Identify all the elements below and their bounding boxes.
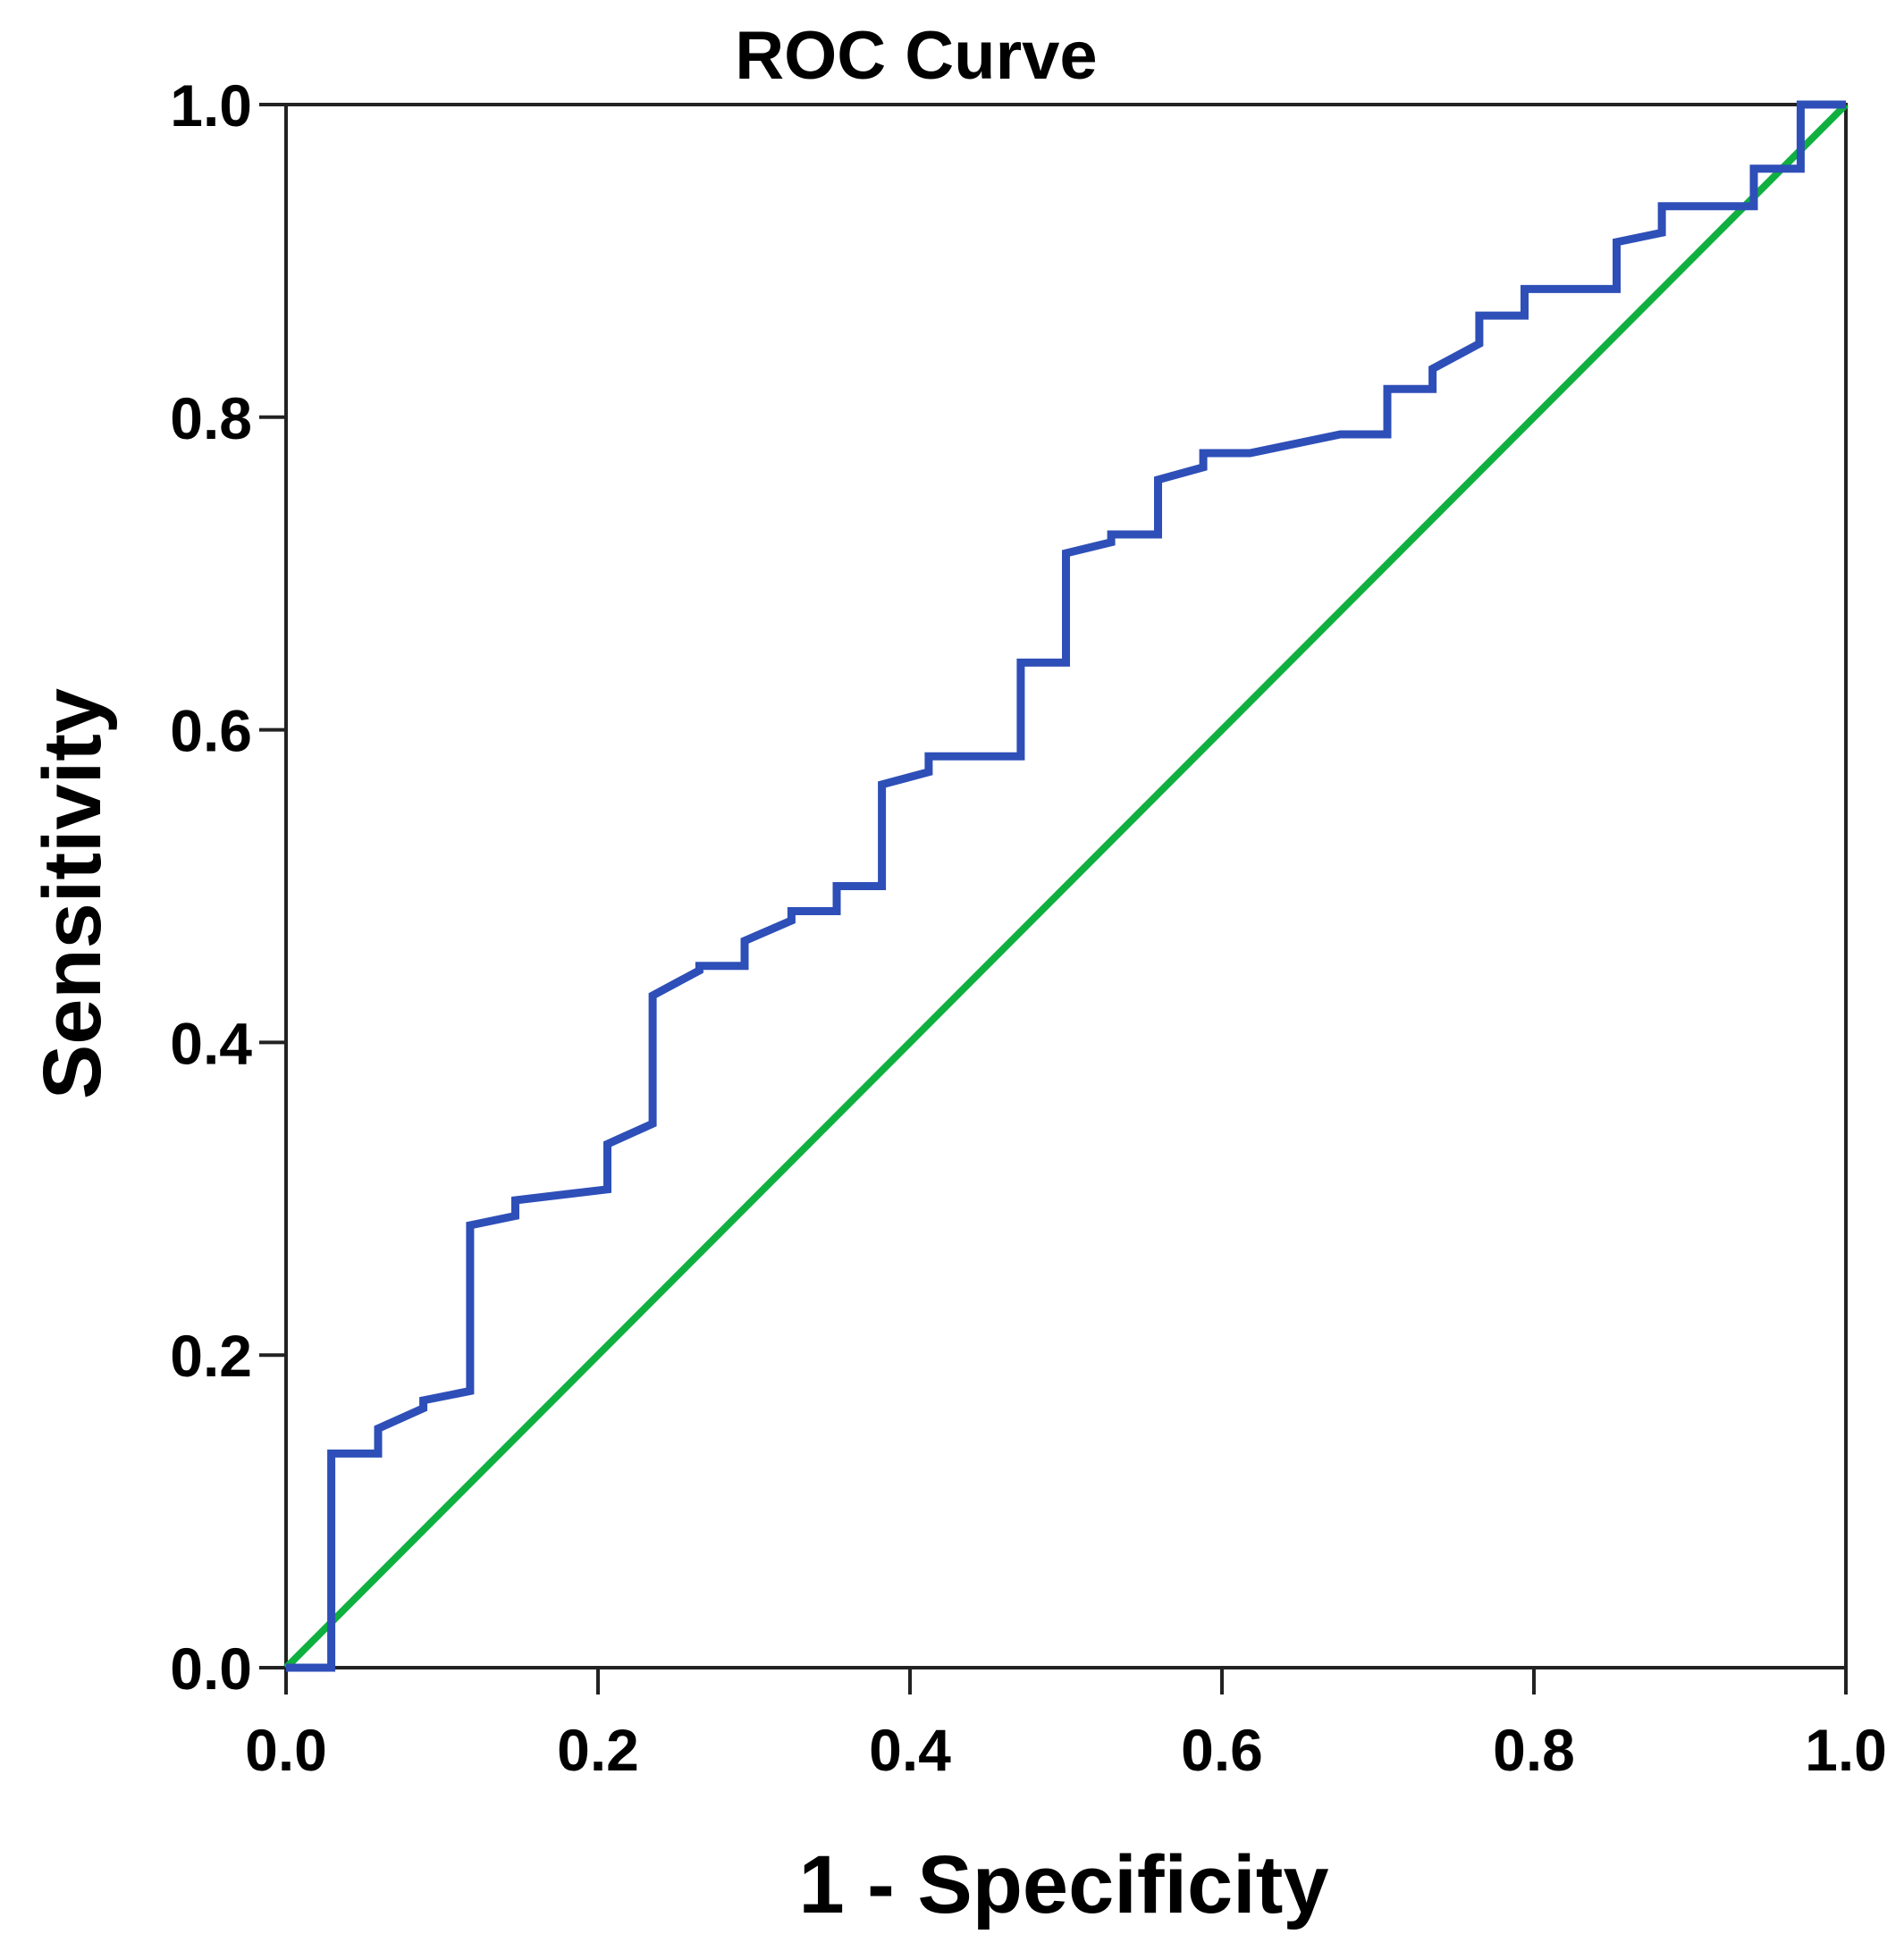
y-tick-label: 0.0 — [170, 1636, 252, 1702]
y-tick-label: 1.0 — [170, 72, 252, 139]
reference-diagonal-line — [283, 102, 1849, 1670]
x-tick-label: 0.8 — [1493, 1717, 1575, 1783]
x-tick-label: 0.4 — [869, 1717, 951, 1783]
chart-title: ROC Curve — [735, 18, 1097, 94]
x-tick-label: 0.6 — [1181, 1717, 1263, 1783]
y-tick-label: 0.4 — [170, 1010, 252, 1076]
y-axis-label: Sensitivity — [27, 688, 118, 1099]
y-tick-label: 0.6 — [170, 698, 252, 764]
x-tick-label: 0.2 — [557, 1717, 639, 1783]
plot-frame — [284, 103, 1848, 1669]
x-axis-label: 1 - Specificity — [798, 1839, 1328, 1930]
y-tick-label: 0.8 — [170, 385, 252, 451]
y-tick-label: 0.2 — [170, 1323, 252, 1389]
roc-curve-line — [286, 100, 1846, 1672]
x-axis-ticks: 0.0 0.2 0.4 0.6 0.8 1.0 — [245, 1668, 1887, 1783]
series-layer — [283, 100, 1849, 1672]
y-axis-ticks: 0.0 0.2 0.4 0.6 0.8 1.0 — [170, 72, 286, 1702]
x-tick-label: 1.0 — [1805, 1717, 1887, 1783]
x-tick-label: 0.0 — [245, 1717, 327, 1783]
